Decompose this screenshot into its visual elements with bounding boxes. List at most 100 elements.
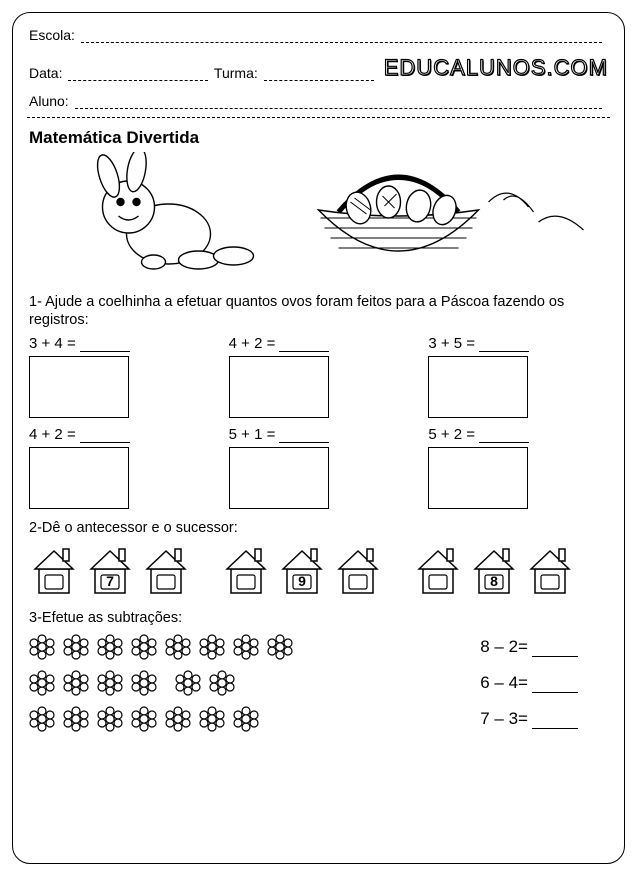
house-blank[interactable] bbox=[141, 543, 191, 595]
eq-cell: 3 + 4 = bbox=[29, 335, 209, 418]
eq-answer-blank[interactable] bbox=[532, 715, 578, 729]
subtraction-row: 7 – 3= bbox=[29, 706, 608, 732]
eq-text: 4 + 2 = bbox=[29, 426, 76, 443]
flower-icon bbox=[63, 670, 89, 696]
eq-line: 3 + 5 = bbox=[428, 335, 608, 352]
flower-icon bbox=[29, 670, 55, 696]
house-number: 8 bbox=[469, 573, 519, 589]
flower-icon bbox=[267, 634, 293, 660]
q2-prompt: 2-Dê o antecessor e o sucessor: bbox=[29, 519, 608, 537]
eq-line: 4 + 2 = bbox=[29, 426, 209, 443]
eq-work-box[interactable] bbox=[428, 447, 528, 509]
flower-icon bbox=[63, 706, 89, 732]
blank-aluno[interactable] bbox=[75, 97, 602, 109]
eq-work-box[interactable] bbox=[29, 447, 129, 509]
q1-prompt: 1- Ajude a coelhinha a efetuar quantos o… bbox=[29, 293, 608, 329]
eq-work-box[interactable] bbox=[229, 447, 329, 509]
house-blank[interactable] bbox=[221, 543, 271, 595]
worksheet-frame: Escola: Data: Turma: EDUCALUNOS.COM Alun… bbox=[12, 12, 625, 864]
eq-answer-blank[interactable] bbox=[532, 679, 578, 693]
flower-icon bbox=[131, 634, 157, 660]
flower-group bbox=[29, 706, 259, 732]
header-row-escola: Escola: bbox=[29, 27, 608, 43]
eq-work-box[interactable] bbox=[428, 356, 528, 418]
subtraction-equation: 8 – 2= bbox=[480, 637, 578, 657]
house-number: 7 bbox=[85, 573, 135, 589]
house-given: 7 bbox=[85, 543, 135, 595]
flower-icon bbox=[131, 706, 157, 732]
eq-text: 6 – 4= bbox=[480, 673, 528, 693]
eq-text: 5 + 1 = bbox=[229, 426, 276, 443]
flower-group bbox=[175, 670, 235, 696]
eq-work-box[interactable] bbox=[229, 356, 329, 418]
subtraction-equation: 6 – 4= bbox=[480, 673, 578, 693]
flower-icon bbox=[97, 670, 123, 696]
eq-cell: 4 + 2 = bbox=[229, 335, 409, 418]
flower-group bbox=[29, 634, 293, 660]
flower-icon bbox=[209, 670, 235, 696]
label-turma: Turma: bbox=[214, 65, 258, 81]
worksheet-title: Matemática Divertida bbox=[29, 128, 608, 148]
eq-text: 4 + 2 = bbox=[229, 335, 276, 352]
flower-group bbox=[29, 670, 157, 696]
header-block: Escola: Data: Turma: EDUCALUNOS.COM Alun… bbox=[29, 27, 608, 109]
flower-icon bbox=[131, 670, 157, 696]
flower-icon bbox=[97, 634, 123, 660]
house-blank[interactable] bbox=[413, 543, 463, 595]
label-aluno: Aluno: bbox=[29, 93, 69, 109]
house-given: 8 bbox=[469, 543, 519, 595]
q3-rows: 8 – 2= 6 – 4= 7 – 3= bbox=[29, 634, 608, 732]
flower-icon bbox=[175, 670, 201, 696]
eq-cell: 5 + 2 = bbox=[428, 426, 608, 509]
eq-text: 8 – 2= bbox=[480, 637, 528, 657]
eq-answer-blank[interactable] bbox=[479, 338, 529, 352]
blank-turma[interactable] bbox=[264, 69, 374, 81]
eq-line: 3 + 4 = bbox=[29, 335, 209, 352]
q1-equation-grid: 3 + 4 = 4 + 2 = 3 + 5 = 4 + 2 = 5 + 1 = … bbox=[29, 335, 608, 509]
blank-escola[interactable] bbox=[81, 31, 602, 43]
eq-cell: 5 + 1 = bbox=[229, 426, 409, 509]
subtraction-row: 8 – 2= bbox=[29, 634, 608, 660]
house-given: 9 bbox=[277, 543, 327, 595]
flower-icon bbox=[29, 706, 55, 732]
eq-answer-blank[interactable] bbox=[80, 429, 130, 443]
flower-icon bbox=[29, 634, 55, 660]
header-row-aluno: Aluno: bbox=[29, 93, 608, 109]
flower-icon bbox=[233, 706, 259, 732]
eq-answer-blank[interactable] bbox=[479, 429, 529, 443]
eq-text: 7 – 3= bbox=[480, 709, 528, 729]
eq-text: 5 + 2 = bbox=[428, 426, 475, 443]
header-divider bbox=[27, 117, 610, 118]
flower-icon bbox=[63, 634, 89, 660]
label-data: Data: bbox=[29, 65, 62, 81]
eq-cell: 3 + 5 = bbox=[428, 335, 608, 418]
eq-line: 5 + 1 = bbox=[229, 426, 409, 443]
eq-answer-blank[interactable] bbox=[80, 338, 130, 352]
house-group: 9 bbox=[221, 543, 383, 595]
house-blank[interactable] bbox=[525, 543, 575, 595]
house-number: 9 bbox=[277, 573, 327, 589]
flower-icon bbox=[199, 706, 225, 732]
eq-text: 3 + 4 = bbox=[29, 335, 76, 352]
flower-icon bbox=[165, 706, 191, 732]
eq-answer-blank[interactable] bbox=[279, 429, 329, 443]
header-row-data-turma: Data: Turma: EDUCALUNOS.COM bbox=[29, 55, 608, 81]
house-blank[interactable] bbox=[29, 543, 79, 595]
flower-icon bbox=[97, 706, 123, 732]
q2-houses-row: 7 9 8 bbox=[29, 543, 608, 595]
flower-icon bbox=[165, 634, 191, 660]
blank-data[interactable] bbox=[68, 69, 207, 81]
house-group: 8 bbox=[413, 543, 575, 595]
flower-icon bbox=[199, 634, 225, 660]
house-blank[interactable] bbox=[333, 543, 383, 595]
eq-line: 4 + 2 = bbox=[229, 335, 409, 352]
label-escola: Escola: bbox=[29, 27, 75, 43]
house-group: 7 bbox=[29, 543, 191, 595]
eq-work-box[interactable] bbox=[29, 356, 129, 418]
eq-cell: 4 + 2 = bbox=[29, 426, 209, 509]
eq-answer-blank[interactable] bbox=[279, 338, 329, 352]
subtraction-row: 6 – 4= bbox=[29, 670, 608, 696]
flower-icon bbox=[233, 634, 259, 660]
eq-answer-blank[interactable] bbox=[532, 643, 578, 657]
subtraction-equation: 7 – 3= bbox=[480, 709, 578, 729]
